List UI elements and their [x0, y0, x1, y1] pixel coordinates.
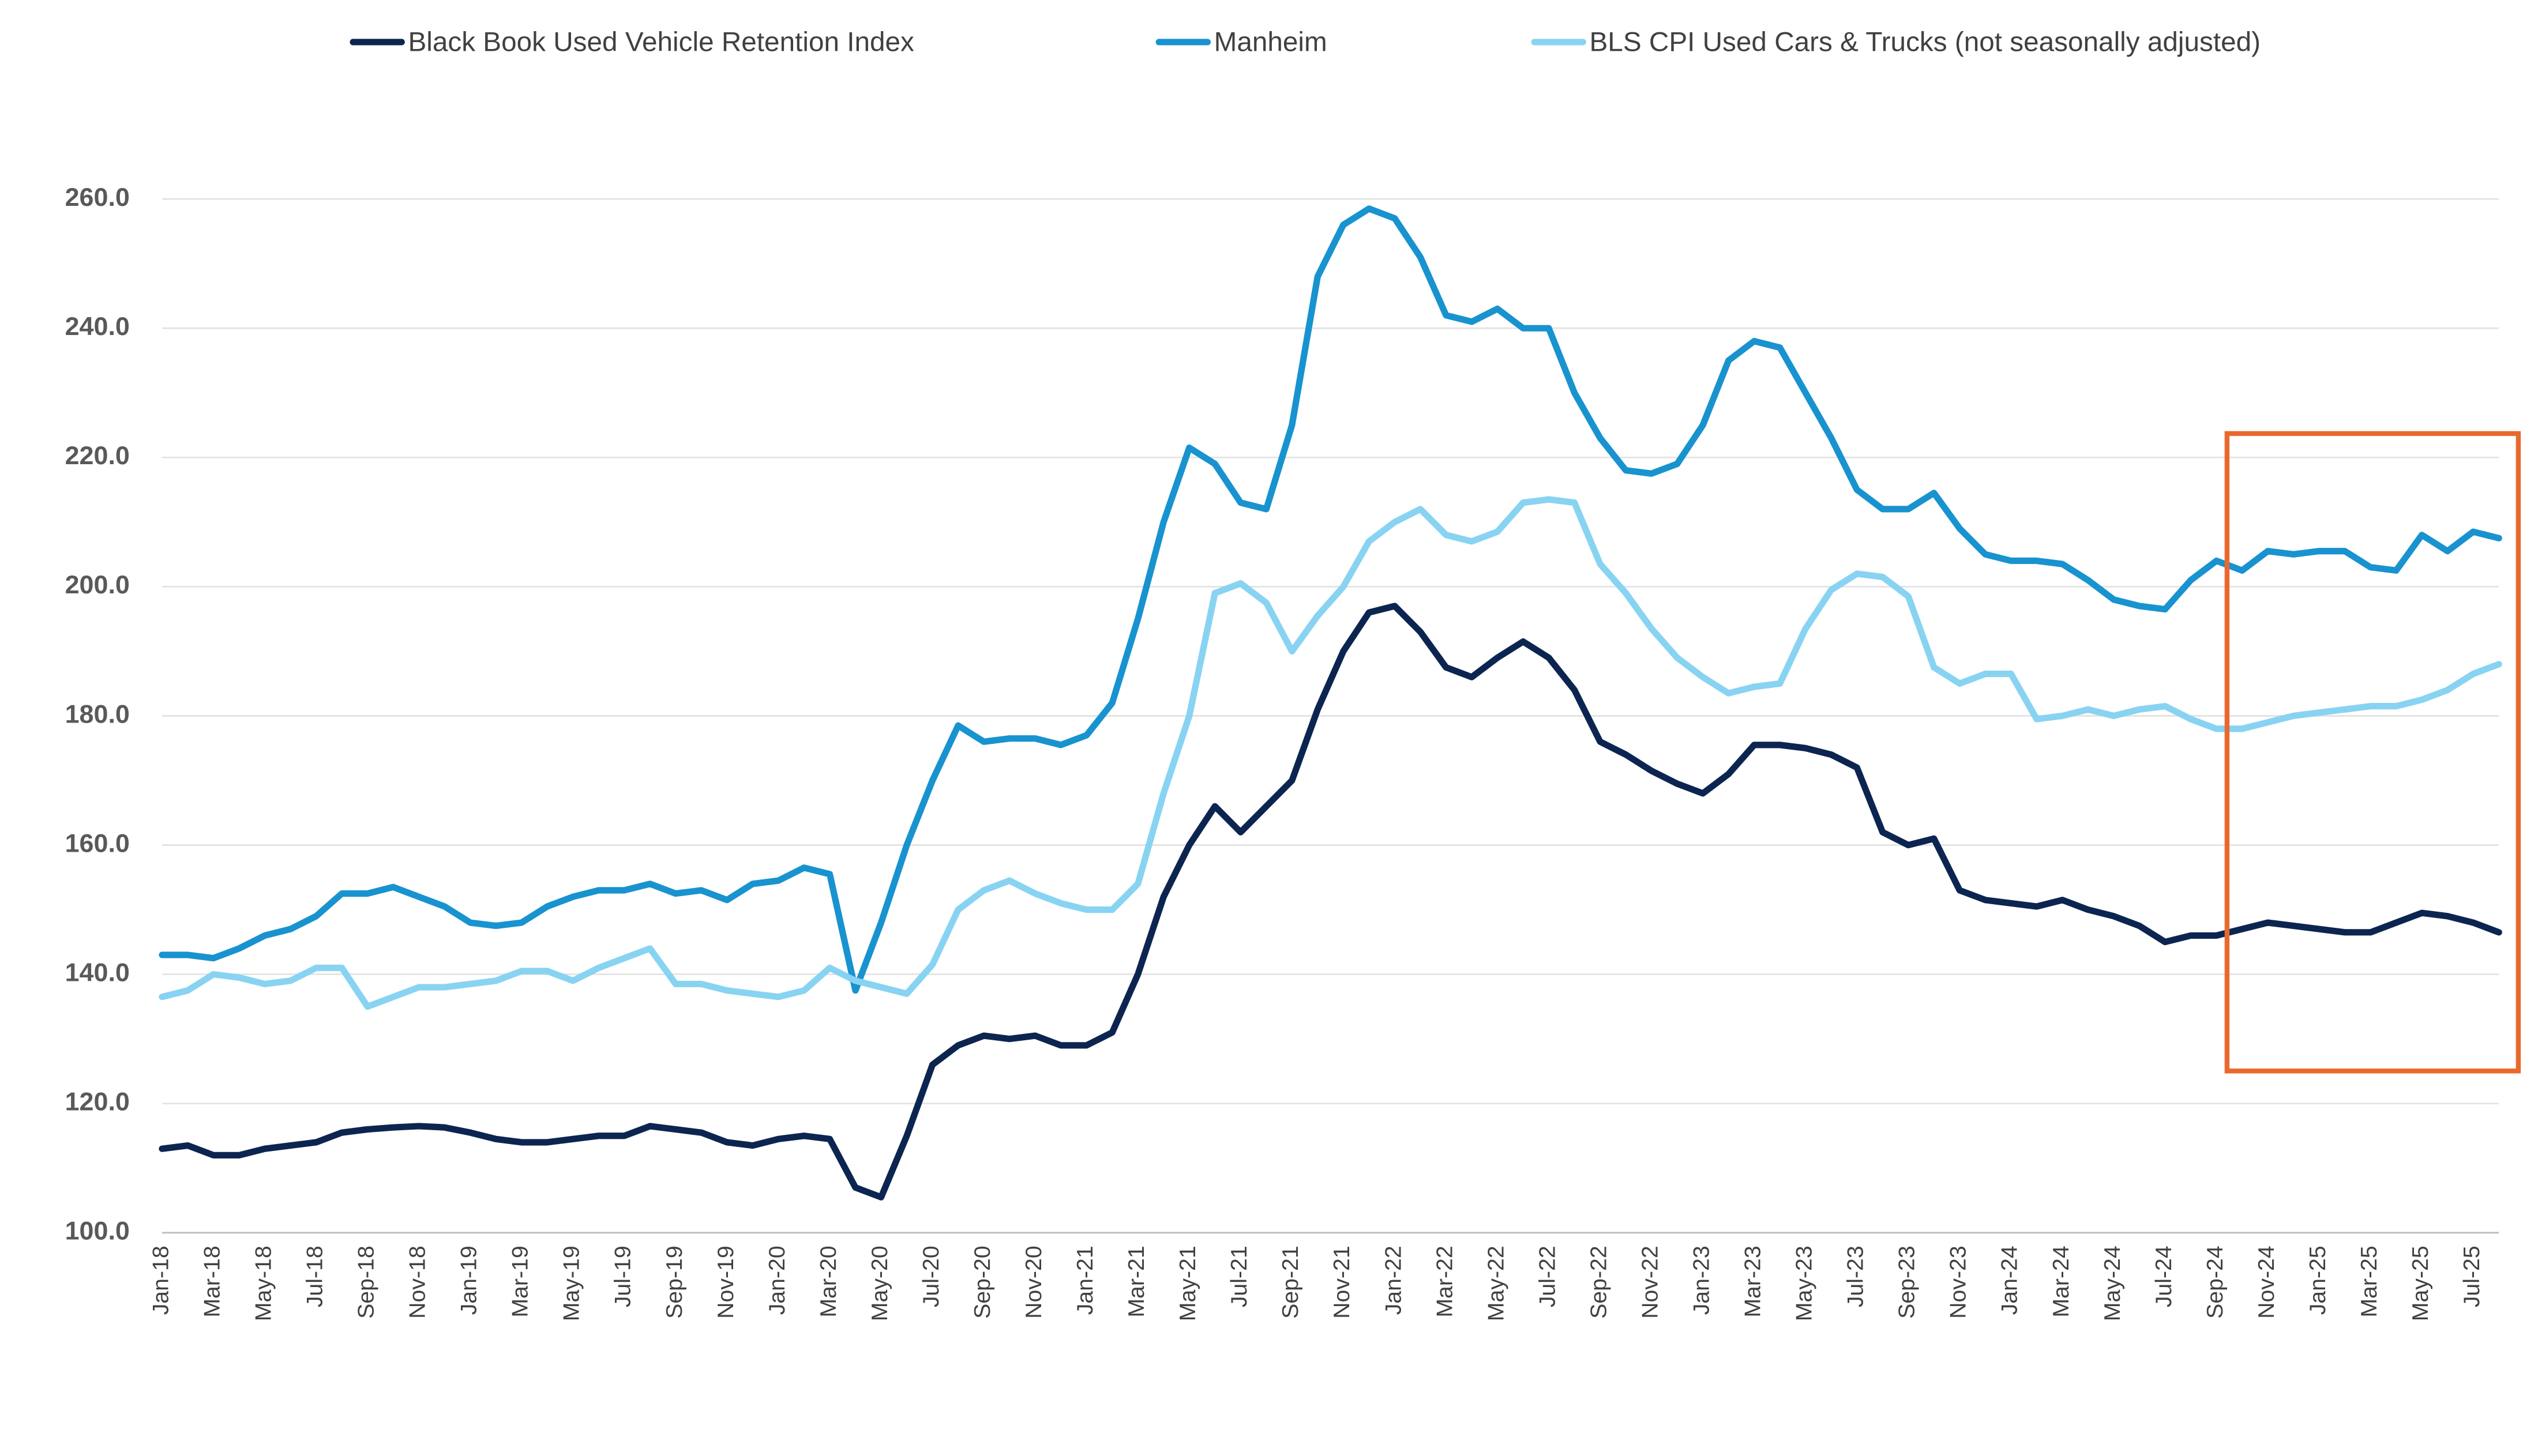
highlight-box	[2224, 431, 2521, 1074]
x-tick-label: Nov-22	[1637, 1246, 1662, 1319]
x-tick-label: May-19	[559, 1246, 584, 1321]
x-tick-label: Jul-21	[1226, 1246, 1252, 1307]
x-tick-label: Mar-18	[199, 1246, 224, 1317]
x-tick-label: Mar-19	[508, 1246, 533, 1317]
x-tick-label: Mar-25	[2356, 1246, 2382, 1317]
x-tick-label: Jan-24	[1997, 1246, 2022, 1315]
x-tick-label: Jul-25	[2459, 1246, 2484, 1307]
x-tick-label: Jul-23	[1843, 1246, 1868, 1307]
x-tick-label: Sep-20	[970, 1246, 995, 1319]
y-tick-label: 220.0	[65, 441, 130, 470]
x-tick-label: Nov-19	[713, 1246, 738, 1319]
y-tick-label: 140.0	[65, 958, 130, 987]
x-tick-label: May-20	[867, 1246, 892, 1321]
x-tick-label: Sep-18	[354, 1246, 379, 1319]
series-line	[159, 205, 2502, 994]
y-tick-label: 180.0	[65, 699, 130, 728]
x-tick-label: Sep-22	[1586, 1246, 1611, 1319]
x-tick-label: Mar-24	[2048, 1246, 2074, 1317]
x-tick-label: Sep-21	[1278, 1246, 1303, 1319]
legend-label: Black Book Used Vehicle Retention Index	[408, 27, 914, 57]
x-tick-label: May-21	[1175, 1246, 1200, 1321]
x-tick-label: May-24	[2100, 1246, 2125, 1321]
y-tick-label: 200.0	[65, 570, 130, 599]
x-tick-label: Jul-19	[610, 1246, 636, 1307]
y-tick-label: 240.0	[65, 311, 130, 341]
x-tick-label: Jul-20	[918, 1246, 944, 1307]
x-tick-label: Jan-23	[1689, 1246, 1714, 1315]
x-tick-label: Jul-18	[302, 1246, 327, 1307]
x-tick-label: Jul-22	[1534, 1246, 1560, 1307]
legend-label: BLS CPI Used Cars & Trucks (not seasonal…	[1590, 27, 2261, 57]
x-tick-label: Jan-18	[148, 1246, 173, 1315]
series-line	[159, 603, 2502, 1201]
x-tick-label: Sep-19	[662, 1246, 687, 1319]
legend-label: Manheim	[1214, 27, 1327, 57]
x-tick-label: Mar-23	[1740, 1246, 1766, 1317]
x-tick-label: Mar-20	[816, 1246, 841, 1317]
x-tick-label: Jan-25	[2305, 1246, 2330, 1315]
series-line	[159, 496, 2502, 1010]
x-tick-label: May-22	[1483, 1246, 1508, 1321]
x-tick-label: May-18	[250, 1246, 276, 1321]
x-tick-label: Sep-24	[2202, 1246, 2228, 1319]
x-tick-label: May-25	[2408, 1246, 2433, 1321]
x-tick-label: Sep-23	[1894, 1246, 1920, 1319]
y-tick-label: 120.0	[65, 1087, 130, 1116]
y-tick-label: 160.0	[65, 828, 130, 857]
x-tick-label: Nov-24	[2254, 1246, 2279, 1319]
x-tick-label: Nov-18	[405, 1246, 430, 1319]
x-tick-label: Mar-21	[1124, 1246, 1149, 1317]
x-tick-label: Nov-23	[1946, 1246, 1971, 1319]
x-tick-label: Jul-24	[2151, 1246, 2176, 1307]
plot	[159, 205, 2502, 1201]
x-tick-label: Jan-20	[764, 1246, 790, 1315]
x-tick-label: Mar-22	[1432, 1246, 1457, 1317]
x-tick-label: Nov-21	[1329, 1246, 1354, 1319]
y-tick-label: 100.0	[65, 1216, 130, 1246]
x-tick-label: Nov-20	[1021, 1246, 1046, 1319]
x-tick-label: Jan-22	[1380, 1246, 1406, 1315]
x-tick-label: May-23	[1792, 1246, 1817, 1321]
grid	[162, 198, 2499, 1234]
x-tick-label: Jan-21	[1072, 1246, 1098, 1315]
y-tick-label: 260.0	[65, 182, 130, 212]
x-tick-label: Jan-19	[456, 1246, 482, 1315]
